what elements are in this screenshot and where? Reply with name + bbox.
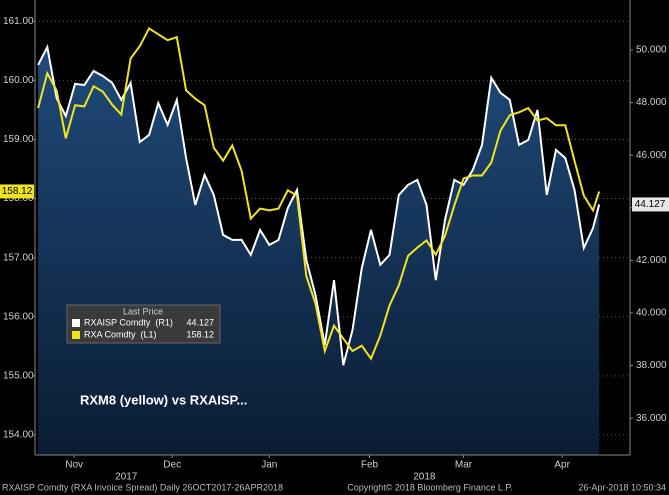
y2-tick-label: 42.000 xyxy=(636,255,667,266)
last-value-label: 158.12 xyxy=(2,186,33,197)
legend-label: RXA Comdty (L1) xyxy=(84,329,157,339)
annotation: RXM8 (yellow) vs RXAISP... xyxy=(80,392,247,407)
y2-tick-label: 38.000 xyxy=(636,360,667,371)
footer-center: Copyright© 2018 Bloomberg Finance L.P. xyxy=(347,482,513,492)
legend-value: 158.12 xyxy=(186,329,214,339)
y-tick-label: 157.00 xyxy=(3,252,34,263)
area xyxy=(38,47,600,455)
x-tick-label: Apr xyxy=(554,460,570,471)
y2-tick-label: 46.000 xyxy=(636,150,667,161)
year-label: 2017 xyxy=(115,472,138,483)
x-tick-label: Feb xyxy=(361,460,379,471)
plot-area xyxy=(35,20,630,455)
legend-box xyxy=(66,304,221,344)
footer-right: 26-Apr-2018 10:50:34 xyxy=(578,482,666,492)
legend-swatch xyxy=(72,331,80,339)
y2-tick-label: 36.000 xyxy=(636,413,667,424)
y-tick-label: 158.00 xyxy=(3,193,34,204)
y-tick-label: 155.00 xyxy=(3,370,34,381)
legend-value: 44.127 xyxy=(186,317,214,327)
last-value-box xyxy=(0,184,34,199)
x-tick-label: Dec xyxy=(163,460,181,471)
last-value-label: 44.127 xyxy=(635,199,666,210)
legend-swatch xyxy=(72,319,80,327)
y2-tick-label: 40.000 xyxy=(636,308,667,319)
y-tick-label: 160.00 xyxy=(3,75,34,86)
last-value-box xyxy=(632,197,669,212)
x-tick-label: Nov xyxy=(65,460,83,471)
year-label: 2018 xyxy=(413,472,436,483)
y-tick-label: 156.00 xyxy=(3,311,34,322)
y2-tick-label: 50.000 xyxy=(636,45,667,56)
legend-title: Last Price xyxy=(123,306,163,316)
x-tick-label: Jan xyxy=(261,460,277,471)
x-tick-label: Mar xyxy=(455,460,473,471)
legend-label: RXAISP Comdty (R1) xyxy=(84,317,173,327)
footer-left: RXAISP Comdty (RXA Invoice Spread) Daily… xyxy=(2,482,283,492)
line xyxy=(37,26,601,361)
y-tick-label: 154.00 xyxy=(3,430,34,441)
y-tick-label: 159.00 xyxy=(3,134,34,145)
y-tick-label: 161.00 xyxy=(3,16,34,27)
line xyxy=(37,44,601,366)
y2-tick-label: 48.000 xyxy=(636,97,667,108)
